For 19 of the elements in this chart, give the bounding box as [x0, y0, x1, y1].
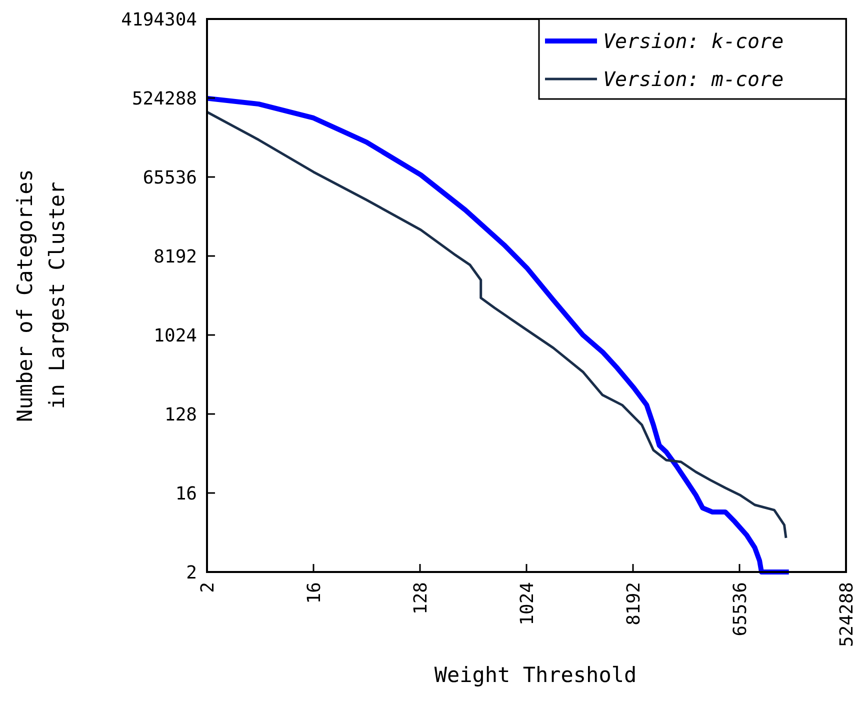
- y-tick-label: 1024: [154, 325, 197, 346]
- y-tick-label: 8192: [154, 246, 197, 268]
- y-tick-label: 2: [186, 562, 197, 584]
- y-tick-label: 4194304: [121, 9, 197, 30]
- x-tick-label: 16: [304, 582, 325, 604]
- x-tick-label: 65536: [730, 582, 751, 636]
- y-axis-title: Number of Categories in Largest Cluster: [13, 169, 69, 422]
- legend-label: Version: k-core: [603, 29, 784, 53]
- y-tick-label: 524288: [132, 88, 197, 110]
- x-tick-label: 8192: [623, 582, 644, 626]
- y-tick-label: 65536: [142, 167, 197, 188]
- x-tick-label: 128: [410, 582, 432, 615]
- x-tick-label: 2: [197, 582, 218, 593]
- legend-label: Version: m-core: [603, 67, 784, 91]
- y-tick-label: 128: [164, 404, 197, 426]
- y-tick-label: 16: [175, 483, 197, 504]
- x-axis-title: Weight Threshold: [434, 663, 637, 687]
- x-tick-label: 524288: [836, 582, 858, 648]
- x-tick-label: 1024: [516, 582, 538, 626]
